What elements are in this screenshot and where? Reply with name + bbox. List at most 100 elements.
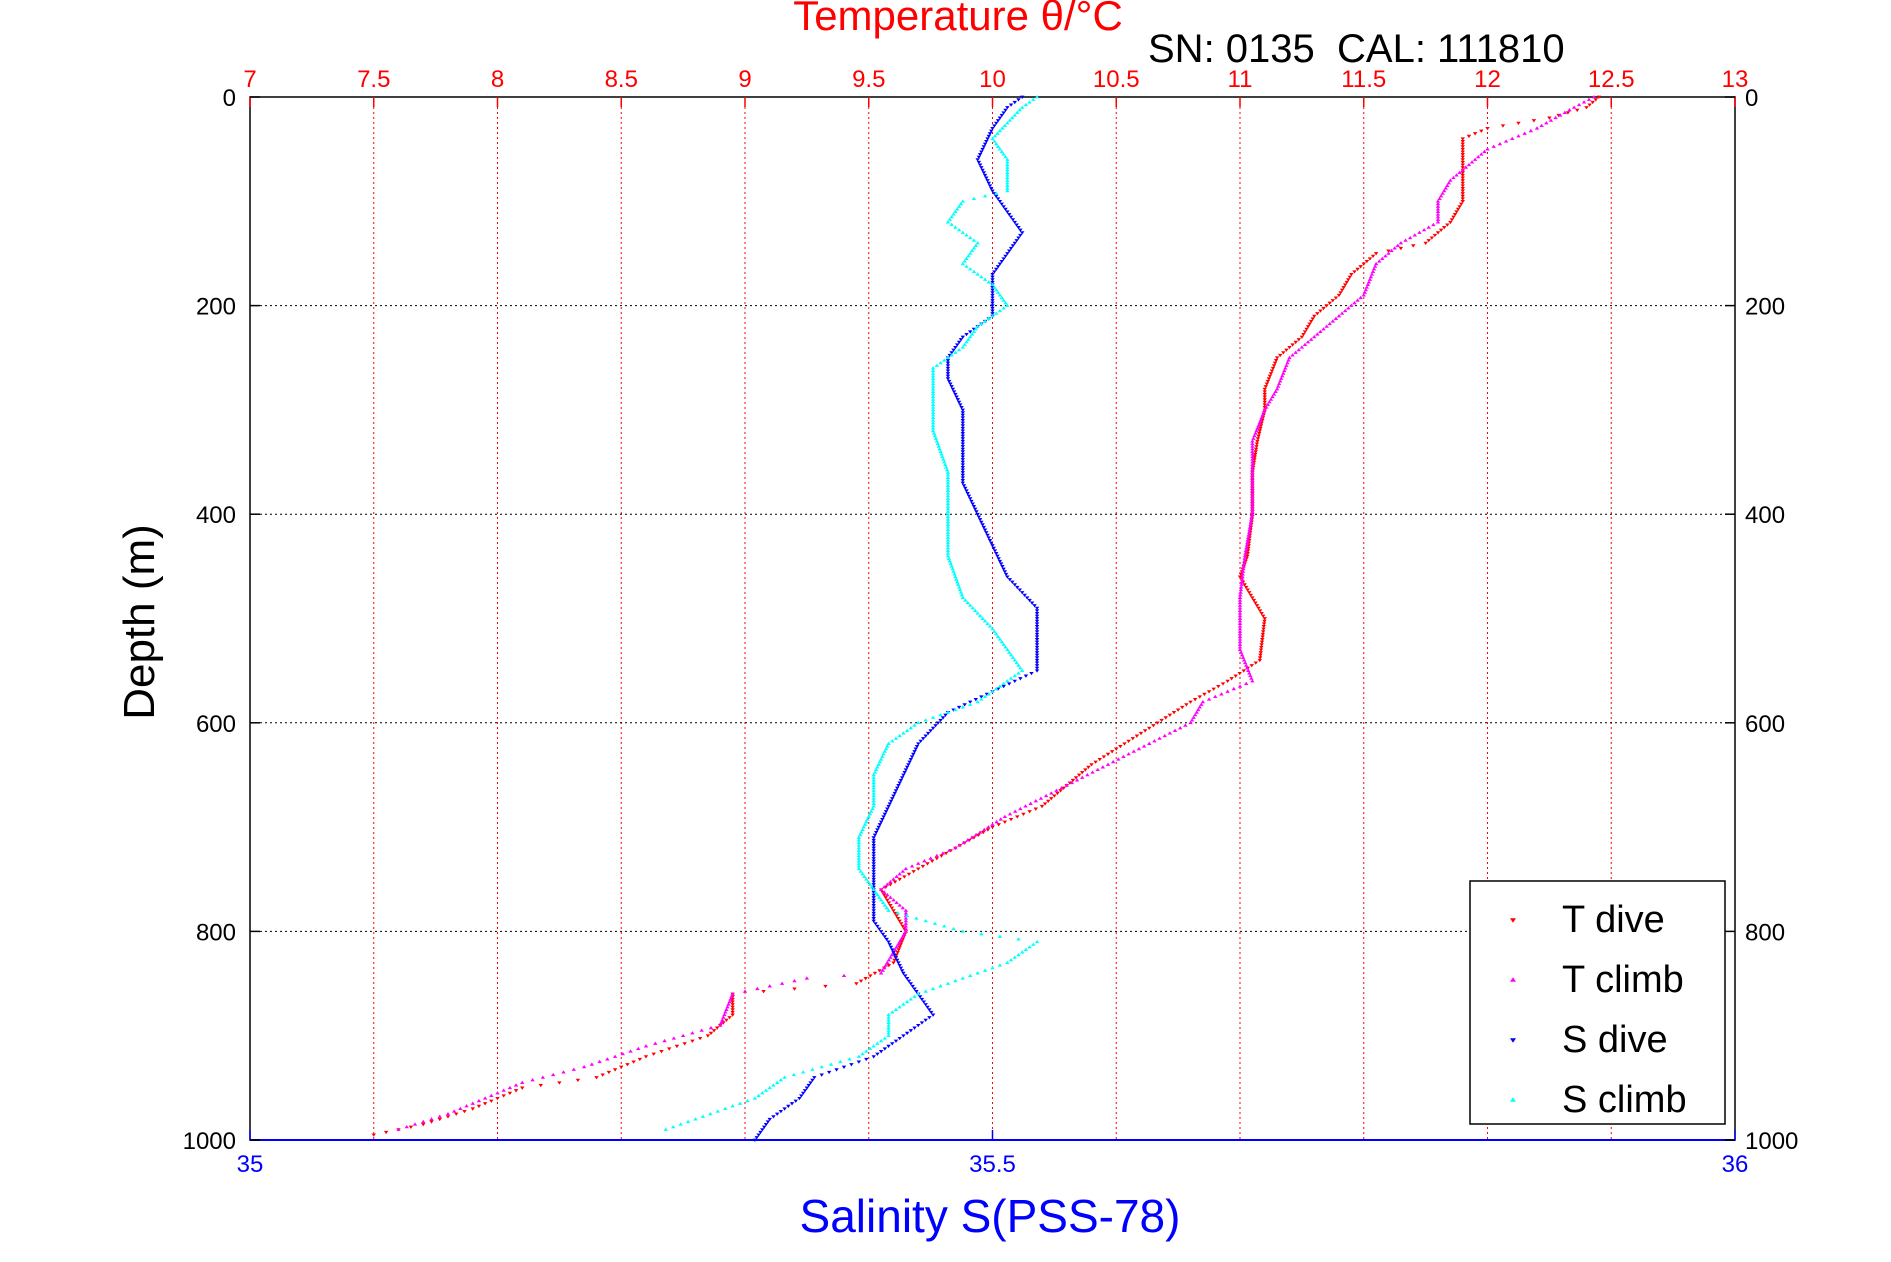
data-point (1017, 108, 1022, 112)
data-point (1238, 650, 1244, 654)
data-point (930, 366, 936, 370)
data-point (1435, 209, 1441, 214)
data-point (1435, 204, 1441, 208)
data-point (1460, 142, 1465, 146)
data-point (763, 1123, 769, 1127)
data-point (1005, 165, 1010, 169)
data-point (1027, 100, 1032, 104)
data-point (930, 420, 936, 425)
data-point (945, 493, 951, 498)
data-point (828, 1062, 834, 1066)
data-point (1076, 773, 1082, 777)
data-point (960, 432, 965, 436)
data-point (671, 1124, 676, 1129)
data-point (990, 299, 995, 303)
data-point (1008, 103, 1014, 107)
data-point (943, 851, 949, 856)
data-point (1008, 958, 1014, 962)
data-point (1237, 616, 1243, 620)
data-point (886, 940, 891, 944)
data-point (561, 1070, 566, 1074)
data-point (886, 741, 891, 745)
depth-tick-label-right: 0 (1745, 85, 1758, 112)
data-point (966, 254, 971, 258)
data-point (958, 590, 964, 594)
data-point (871, 857, 876, 861)
data-point (437, 1117, 442, 1122)
data-point (969, 499, 974, 504)
data-point (945, 220, 951, 224)
data-point (1254, 604, 1260, 608)
data-point (953, 350, 958, 354)
data-point (767, 1085, 772, 1090)
data-point (1246, 530, 1252, 534)
data-point (1005, 173, 1010, 177)
data-point (808, 1081, 813, 1085)
data-point (975, 272, 980, 276)
data-point (1460, 194, 1465, 199)
series-s-climb (663, 95, 1040, 1131)
data-point (952, 572, 957, 576)
data-point (786, 1104, 791, 1109)
data-point (960, 421, 965, 425)
data-point (999, 639, 1004, 644)
data-point (1263, 385, 1268, 389)
data-point (901, 1002, 906, 1006)
data-point (930, 392, 936, 396)
temperature-tick-label: 7.5 (357, 66, 390, 93)
data-point (968, 235, 973, 240)
data-point (1163, 716, 1168, 720)
data-point (1020, 95, 1025, 99)
data-point (960, 335, 965, 339)
data-point (1180, 705, 1185, 710)
data-point (948, 561, 953, 566)
data-point (871, 901, 876, 905)
data-point (945, 514, 951, 519)
data-point (1250, 496, 1255, 500)
data-point (995, 144, 1001, 148)
data-point (1034, 939, 1040, 944)
data-point (897, 877, 902, 882)
data-point (912, 1026, 917, 1030)
data-point (910, 984, 915, 989)
data-point (1571, 105, 1577, 109)
data-point (1267, 400, 1272, 404)
data-point (1455, 207, 1461, 212)
data-point (714, 1026, 720, 1030)
data-point (882, 935, 888, 939)
data-point (1241, 669, 1246, 673)
data-point (930, 381, 936, 386)
data-point (1257, 656, 1263, 660)
data-point (994, 686, 999, 691)
data-point (900, 905, 905, 910)
data-point (1005, 679, 1010, 683)
data-point (756, 1093, 761, 1097)
data-point (631, 1060, 636, 1064)
data-point (882, 885, 887, 889)
data-point (804, 976, 810, 980)
data-point (779, 981, 785, 985)
data-point (1016, 937, 1021, 941)
data-point (1435, 212, 1441, 216)
data-point (869, 809, 874, 813)
data-point (719, 1020, 724, 1024)
data-point (454, 1112, 459, 1116)
data-point (886, 1033, 891, 1038)
data-point (771, 1115, 776, 1119)
data-point (858, 869, 863, 873)
data-point (945, 475, 951, 480)
data-point (909, 864, 915, 868)
data-point (1023, 674, 1029, 678)
data-point (1315, 332, 1320, 336)
data-point (1330, 299, 1336, 303)
data-point (975, 971, 980, 975)
data-point (945, 512, 951, 516)
data-point (956, 228, 962, 232)
data-point (1567, 108, 1572, 112)
data-point (1001, 205, 1006, 209)
data-point (412, 1122, 418, 1126)
data-point (612, 1054, 618, 1058)
data-point (823, 984, 828, 989)
data-point (964, 332, 969, 337)
